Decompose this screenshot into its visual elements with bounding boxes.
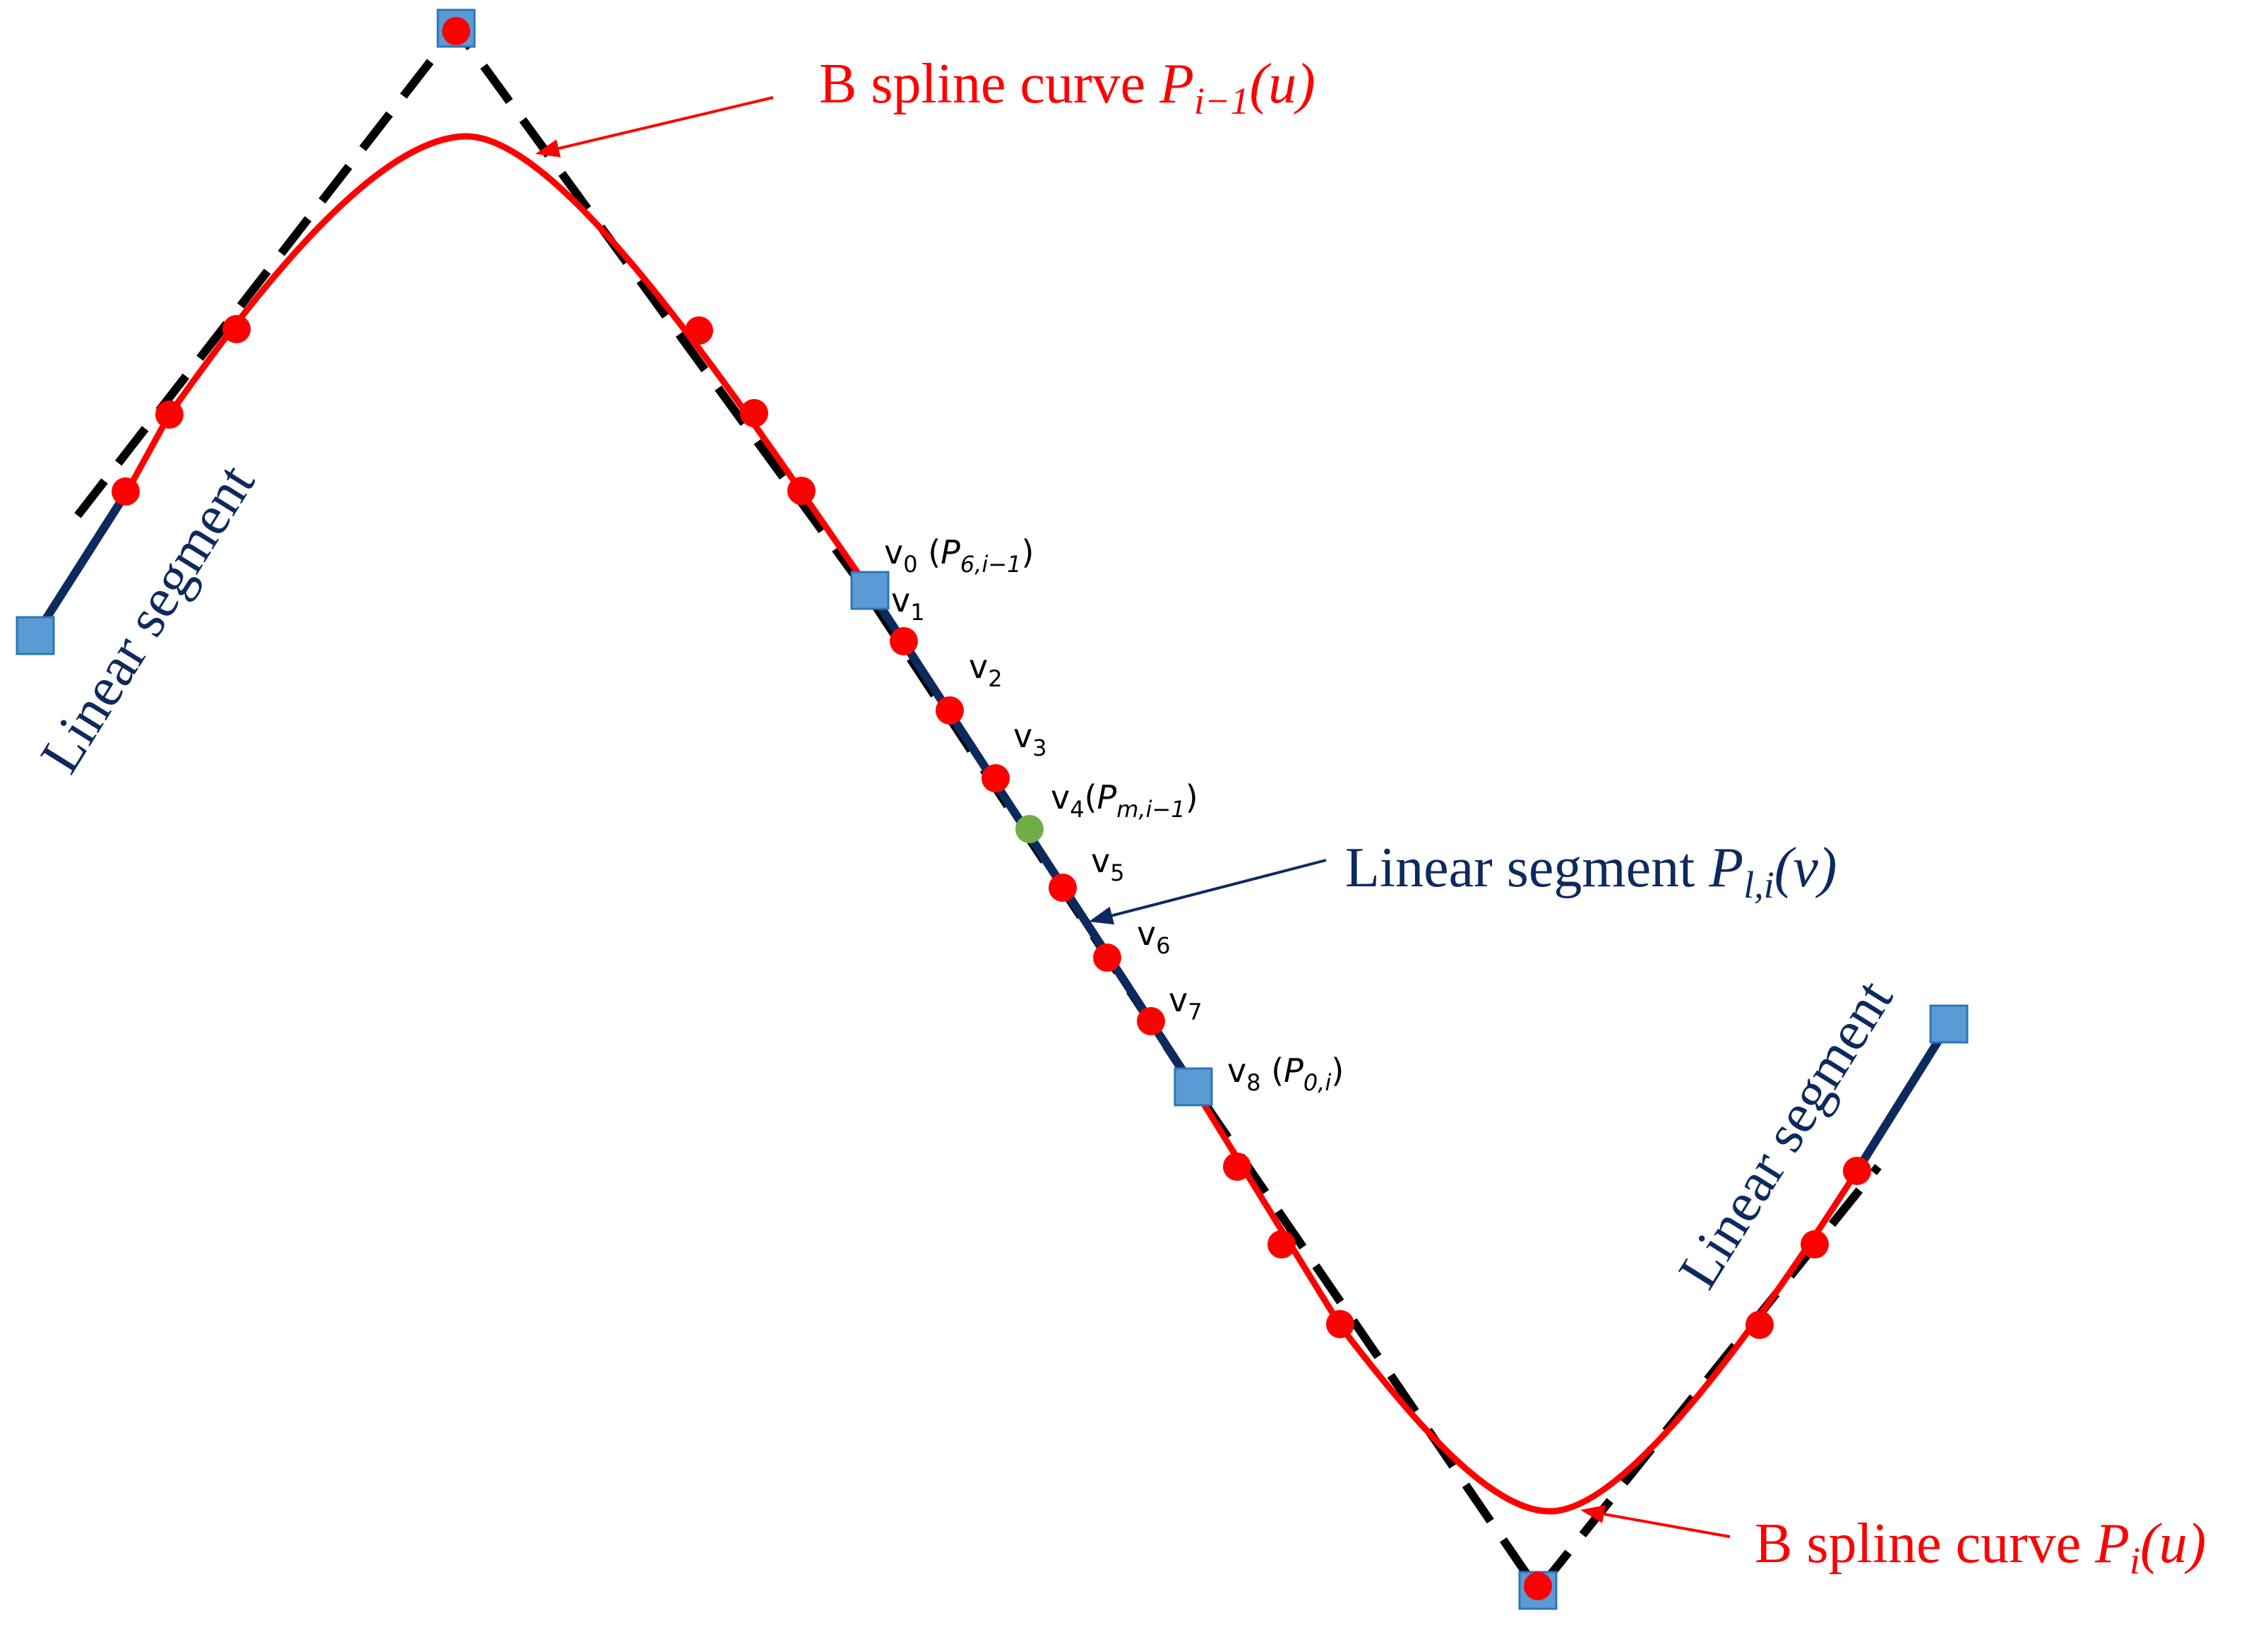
vertex-label-v0-name: v: [884, 533, 903, 571]
sample-point-dot-14: [1223, 1153, 1251, 1181]
sample-point-dot-13: [1137, 1007, 1165, 1035]
b-spline-curve-left-linear: [124, 412, 172, 494]
vertex-label-v0: v0 (P6,i−1): [884, 533, 1034, 578]
vertex-label-v4-open: (: [1085, 778, 1097, 816]
control-points: [16, 8, 1969, 1610]
sample-point-dot-2: [155, 400, 184, 429]
vertex-label-v3: v3: [1013, 717, 1047, 761]
vertex-label-v1-name: v: [891, 581, 910, 619]
vertex-label-v5-sub: 5: [1110, 859, 1124, 886]
label-linear-right: Linear segment: [1667, 970, 1905, 1299]
sample-point-dot-3: [222, 315, 251, 343]
label-linear-middle: Linear segment Pl,i(v): [1345, 837, 1837, 906]
b-spline-curve-bottom: [1339, 1169, 1860, 1515]
sample-point-dot-17: [1524, 1572, 1552, 1600]
control-point-square-v8: [1174, 1067, 1213, 1107]
vertex-label-v6: v6: [1137, 915, 1171, 959]
vertex-label-v0-sub: 0: [903, 551, 917, 578]
label-linear-middle-prefix: Linear segment: [1345, 837, 1709, 899]
arrow-spline-bottom: [1580, 1505, 1731, 1538]
vertex-label-v8-name: v: [1227, 1052, 1246, 1090]
vertex-label-v4-name: v: [1051, 778, 1070, 816]
sample-point-dot-5: [685, 316, 713, 345]
sample-point-dot-19: [1801, 1230, 1829, 1258]
vertex-label-v8-sub: 8: [1246, 1069, 1260, 1096]
sample-point-dot-20: [1843, 1157, 1871, 1185]
control-point-square-v0: [850, 571, 890, 610]
b-spline-curve-top: [167, 133, 873, 593]
vertex-label-v7-name: v: [1169, 981, 1188, 1019]
vertex-label-v4: v4(Pm,i−1): [1051, 778, 1198, 823]
vertex-label-v0-sym: P: [941, 533, 960, 571]
sample-point-dot-8: [890, 627, 918, 655]
vertex-label-v8: v8 (P0,i): [1227, 1052, 1344, 1096]
label-spline-bottom: B spline curve Pi(u): [1755, 1513, 2206, 1582]
vertex-label-v8-open: (: [1261, 1052, 1284, 1090]
label-spline-top-sym: P: [1159, 53, 1194, 115]
sample-point-dot-10: [981, 764, 1010, 792]
label-spline-top-prefix: B spline curve: [819, 53, 1159, 115]
vertex-label-v4-sym: P: [1097, 778, 1117, 816]
vertex-label-v5: v5: [1091, 842, 1125, 886]
control-point-square-right: [1929, 1004, 1969, 1044]
sample-point-dot-9: [936, 696, 964, 725]
vertex-label-v2-sub: 2: [988, 665, 1002, 692]
vertex-label-v4-close: ): [1186, 778, 1198, 816]
label-linear-middle-sym: P: [1708, 837, 1743, 899]
midpoint-dot-v4: [1015, 815, 1044, 843]
vertex-label-v4-extra-sub: m,i−1: [1116, 796, 1185, 823]
vertex-label-v8-sym: P: [1284, 1052, 1303, 1090]
vertex-label-v7: v7: [1169, 981, 1202, 1025]
sample-point-dot-7: [787, 477, 816, 505]
vertex-label-v6-sub: 6: [1156, 932, 1170, 959]
sample-point-dot-15: [1267, 1230, 1296, 1258]
b-spline-curve-mid-lower: [1190, 1085, 1344, 1330]
sample-point-dot-6: [740, 399, 768, 427]
sample-points: [112, 17, 1871, 1600]
sample-point-dot-12: [1093, 943, 1121, 972]
vertex-label-v1-sub: 1: [910, 599, 924, 626]
vertex-label-v7-sub: 7: [1188, 999, 1202, 1025]
vertex-label-v1: v1: [891, 581, 925, 626]
sample-point-dot-18: [1745, 1311, 1774, 1339]
sample-point-dot-1: [112, 477, 140, 506]
vertex-label-v6-name: v: [1137, 915, 1156, 953]
label-spline-bottom-sym: P: [2094, 1513, 2130, 1575]
control-polygon: [74, 21, 1882, 1598]
vertex-label-v3-name: v: [1013, 717, 1032, 755]
vertex-label-v8-extra-sub: 0,i: [1303, 1069, 1332, 1096]
arrow-linear-middle: [1089, 859, 1327, 925]
arrow-spline-top: [535, 96, 774, 157]
label-spline-bottom-prefix: B spline curve: [1755, 1513, 2095, 1575]
label-spline-bottom-arg: (u): [2140, 1513, 2206, 1575]
label-linear-middle-sub: l,i: [1743, 864, 1774, 906]
vertex-label-v0-close: ): [1022, 533, 1034, 571]
control-point-square-left: [16, 616, 55, 655]
sample-point-dot-11: [1049, 874, 1077, 902]
label-spline-top-sub: i−1: [1194, 80, 1249, 122]
label-spline-bottom-sub: i: [2130, 1540, 2140, 1582]
vertex-label-v2-name: v: [969, 648, 988, 686]
sample-point-dot-4: [442, 17, 470, 45]
label-linear-left: Linear segment: [29, 454, 267, 784]
vertex-label-v5-name: v: [1091, 842, 1110, 880]
sample-point-dot-16: [1326, 1310, 1354, 1338]
linear-segment-right-line: [1853, 1020, 1953, 1175]
vertex-label-v4-sub: 4: [1070, 796, 1084, 823]
vertex-label-v8-close: ): [1331, 1052, 1344, 1090]
label-spline-top-arg: (u): [1249, 53, 1315, 115]
vertex-label-v3-sub: 3: [1032, 734, 1046, 761]
vertex-label-v0-open: (: [918, 533, 941, 571]
label-spline-top: B spline curve Pi−1(u): [819, 53, 1315, 122]
vertex-label-v0-extra-sub: 6,i−1: [960, 551, 1022, 578]
label-linear-middle-arg: (v): [1774, 837, 1837, 899]
callout-arrows: [535, 96, 1731, 1538]
linear-segment-left-line: [31, 487, 131, 640]
vertex-label-v2: v2: [969, 648, 1003, 692]
